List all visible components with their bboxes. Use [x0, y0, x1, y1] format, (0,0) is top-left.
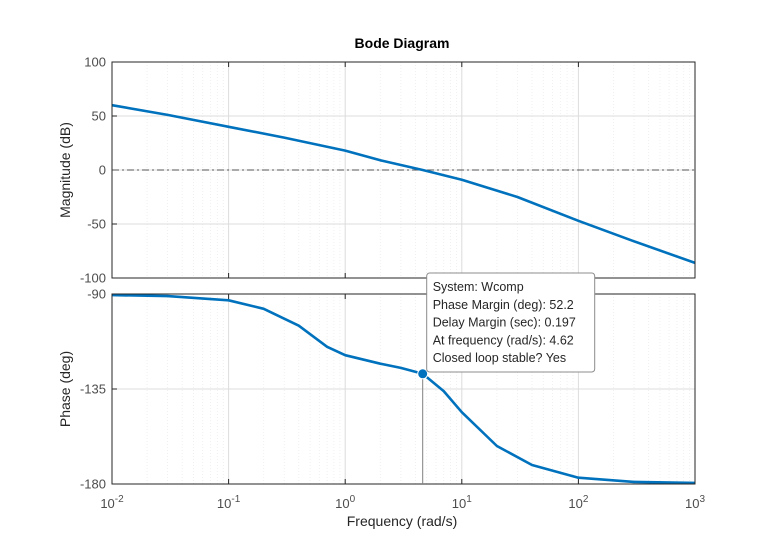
phase-y-tick-label: -90 — [87, 287, 106, 302]
datatip-line: Closed loop stable? Yes — [433, 351, 566, 365]
datatip-line: System: Wcomp — [433, 280, 524, 294]
magnitude-y-tick-label: 100 — [84, 55, 106, 70]
phase-axes-frame — [111, 293, 696, 485]
magnitude-axes-frame — [111, 61, 696, 279]
phase-y-tick-label: -180 — [80, 477, 106, 492]
x-tick-label: 103 — [685, 494, 705, 511]
x-tick-label: 100 — [335, 494, 355, 511]
datatip-line: Delay Margin (sec): 0.197 — [433, 316, 576, 330]
x-tick-label: 10-2 — [100, 494, 124, 511]
magnitude-y-axis-label: Magnitude (dB) — [57, 122, 73, 218]
phase-y-axis-label: Phase (deg) — [57, 351, 73, 427]
datatip-line: At frequency (rad/s): 4.62 — [433, 333, 574, 347]
phase-y-tick-label: -135 — [80, 382, 106, 397]
datatip-line: Phase Margin (deg): 52.2 — [433, 298, 574, 312]
magnitude-y-tick-label: -50 — [87, 217, 106, 232]
x-axis-label: Frequency (rad/s) — [347, 513, 457, 529]
datatip-marker — [417, 368, 429, 380]
phase-series-line-wcomp — [111, 293, 696, 485]
datatip-box — [426, 272, 596, 373]
magnitude-y-tick-label: 0 — [99, 163, 106, 178]
magnitude-y-tick-label: 50 — [92, 109, 106, 124]
x-tick-label: 101 — [452, 494, 472, 511]
magnitude-series-line-wcomp — [111, 103, 696, 265]
chart-title: Bode Diagram — [355, 35, 450, 51]
x-tick-label: 10-1 — [217, 494, 241, 511]
magnitude-y-tick-label: -100 — [80, 271, 106, 286]
x-tick-label: 102 — [568, 494, 588, 511]
